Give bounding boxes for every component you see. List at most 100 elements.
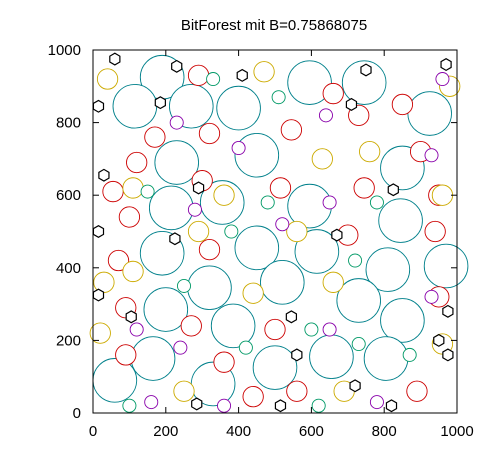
data-point — [274, 399, 287, 413]
data-point — [322, 271, 344, 293]
data-point — [140, 184, 155, 199]
data-point — [378, 198, 423, 243]
data-point — [269, 177, 292, 199]
series-4 — [122, 72, 417, 413]
y-tick-label: 0 — [73, 405, 81, 422]
data-point — [224, 224, 239, 239]
data-point — [318, 108, 333, 123]
data-point — [217, 398, 232, 413]
data-point — [173, 340, 188, 355]
data-point — [309, 334, 354, 380]
data-point — [369, 195, 384, 210]
data-point — [264, 318, 286, 341]
data-point — [198, 239, 221, 261]
data-point — [144, 126, 166, 148]
data-point — [118, 206, 141, 228]
data-point — [285, 310, 298, 324]
data-point — [275, 217, 290, 232]
data-point — [286, 220, 308, 243]
data-point — [129, 322, 144, 337]
series-1 — [102, 64, 450, 408]
series-layer — [89, 52, 469, 413]
data-point — [365, 247, 411, 292]
chart-title: BitForest mit B=0.75868075 — [181, 17, 367, 34]
data-point — [216, 85, 261, 131]
axis-layer — [92, 49, 458, 414]
data-point — [442, 304, 454, 318]
data-point — [231, 141, 246, 156]
data-point — [287, 60, 332, 105]
data-point — [259, 260, 305, 305]
data-point — [125, 310, 137, 324]
data-point — [154, 96, 166, 110]
data-point — [260, 195, 275, 210]
data-point — [435, 72, 450, 87]
data-point — [406, 380, 428, 402]
data-point — [144, 395, 159, 410]
x-tick-label: 600 — [299, 423, 324, 440]
data-point — [369, 395, 384, 410]
data-point — [122, 177, 144, 199]
data-point — [353, 177, 375, 199]
data-point — [187, 64, 210, 87]
data-point — [122, 398, 137, 413]
data-point — [187, 220, 210, 243]
tick-layer: 0 200 400 600 800 1000 0 200 400 600 800 1000 — [48, 42, 474, 440]
data-point — [294, 229, 340, 274]
y-tick-label: 200 — [56, 332, 81, 349]
data-point — [322, 195, 337, 210]
data-point — [440, 58, 452, 72]
data-point — [210, 303, 256, 349]
data-point — [191, 397, 203, 411]
x-tick-label: 0 — [89, 423, 97, 440]
data-point — [442, 348, 454, 362]
data-point — [187, 202, 202, 217]
data-point — [92, 358, 138, 403]
data-point — [431, 184, 454, 206]
data-point — [213, 351, 235, 373]
series-0 — [92, 54, 469, 407]
data-point — [363, 336, 409, 381]
data-point — [385, 399, 398, 413]
data-point — [336, 278, 382, 323]
data-point — [171, 59, 183, 73]
data-point — [238, 340, 253, 355]
data-point — [102, 180, 124, 203]
x-tick-label: 200 — [153, 423, 178, 440]
data-point — [351, 337, 366, 352]
data-point — [311, 148, 333, 170]
data-point — [424, 220, 446, 243]
data-point — [236, 68, 248, 82]
data-point — [143, 287, 189, 332]
data-point — [341, 60, 387, 105]
data-point — [424, 289, 439, 304]
x-tick-label: 1000 — [440, 423, 473, 440]
data-point — [126, 151, 148, 174]
data-point — [234, 225, 280, 271]
data-point — [380, 298, 425, 343]
data-point — [423, 243, 469, 289]
x-tick-label: 400 — [226, 423, 251, 440]
y-tick-label: 800 — [56, 115, 81, 132]
data-point — [109, 52, 121, 66]
data-point — [424, 148, 439, 163]
data-point — [92, 288, 105, 302]
y-tick-label: 400 — [56, 260, 81, 277]
data-point — [322, 322, 337, 337]
data-point — [92, 99, 105, 113]
data-point — [359, 140, 381, 163]
data-point — [252, 345, 298, 390]
data-point — [345, 97, 358, 111]
data-point — [348, 253, 363, 268]
data-point — [234, 132, 280, 178]
data-point — [433, 333, 445, 347]
data-point — [130, 336, 176, 381]
data-point — [387, 183, 399, 197]
data-point — [169, 232, 181, 246]
data-point — [98, 168, 110, 182]
data-point — [93, 271, 115, 293]
data-point — [122, 260, 144, 283]
data-point — [187, 265, 232, 311]
data-point — [107, 249, 130, 272]
